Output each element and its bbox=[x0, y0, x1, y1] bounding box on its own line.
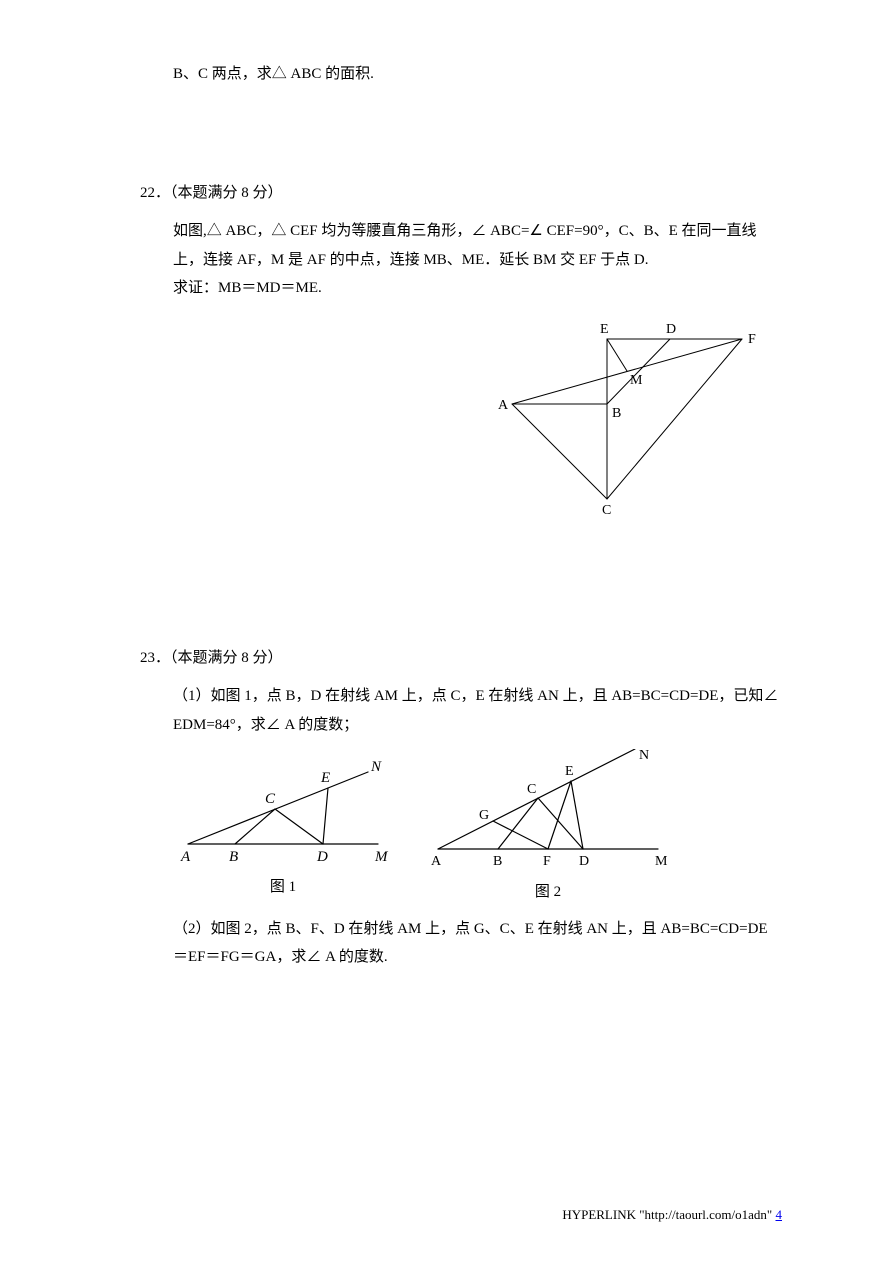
svg-text:C: C bbox=[602, 503, 611, 518]
q21-fragment: B、C 两点，求△ ABC 的面积. bbox=[140, 60, 782, 89]
svg-text:E: E bbox=[565, 764, 574, 779]
svg-text:F: F bbox=[543, 854, 551, 869]
svg-text:N: N bbox=[639, 749, 649, 763]
q23-head: 23．（本题满分 8 分） bbox=[140, 644, 782, 673]
svg-text:D: D bbox=[316, 849, 328, 865]
svg-text:A: A bbox=[498, 398, 509, 413]
q23-fig2-col: A B F D M G C E N 图 2 bbox=[423, 749, 673, 907]
q23-fig1-caption: 图 1 bbox=[270, 873, 296, 902]
q23-fig2-caption: 图 2 bbox=[535, 878, 561, 907]
q23-p2: （2）如图 2，点 B、F、D 在射线 AM 上，点 G、C、E 在射线 AN … bbox=[140, 915, 782, 972]
q22-figure-wrap: A B C E F D M bbox=[140, 309, 782, 524]
svg-text:E: E bbox=[320, 770, 330, 786]
svg-text:A: A bbox=[180, 849, 191, 865]
q23-head-text: 23．（本题满分 8 分） bbox=[140, 650, 283, 666]
q22-line1: 如图,△ ABC，△ CEF 均为等腰直角三角形，∠ ABC=∠ CEF=90°… bbox=[173, 217, 782, 274]
svg-text:D: D bbox=[666, 322, 676, 337]
spacer bbox=[140, 524, 782, 644]
svg-text:E: E bbox=[600, 322, 609, 337]
svg-text:F: F bbox=[748, 332, 756, 347]
footer-page-link[interactable]: 4 bbox=[776, 1207, 783, 1222]
svg-text:M: M bbox=[630, 373, 643, 388]
svg-text:D: D bbox=[579, 854, 589, 869]
q22-figure: A B C E F D M bbox=[492, 309, 772, 524]
q21-line: B、C 两点，求△ ABC 的面积. bbox=[173, 66, 374, 82]
page-footer: HYPERLINK "http://taourl.com/o1adn" 4 bbox=[562, 1203, 782, 1228]
svg-text:M: M bbox=[655, 854, 668, 869]
q22-head-text: 22．（本题满分 8 分） bbox=[140, 185, 283, 201]
spacer bbox=[140, 99, 782, 179]
q22-head: 22．（本题满分 8 分） bbox=[140, 179, 782, 208]
footer-prefix: HYPERLINK "http://taourl.com/o1adn" bbox=[562, 1207, 775, 1222]
svg-text:G: G bbox=[479, 808, 489, 823]
q23-fig1-col: A B D M C E N 图 1 bbox=[173, 749, 393, 907]
svg-text:M: M bbox=[374, 849, 389, 865]
q22-body: 如图,△ ABC，△ CEF 均为等腰直角三角形，∠ ABC=∠ CEF=90°… bbox=[140, 217, 782, 303]
svg-text:N: N bbox=[370, 759, 382, 775]
svg-text:B: B bbox=[229, 849, 238, 865]
q22-line2: 求证：MB＝MD＝ME. bbox=[173, 274, 782, 303]
q23-figures: A B D M C E N 图 1 A B F D M G C E N 图 2 bbox=[140, 749, 782, 907]
q23-figure1: A B D M C E N bbox=[173, 749, 393, 869]
page: B、C 两点，求△ ABC 的面积. 22．（本题满分 8 分） 如图,△ AB… bbox=[0, 0, 892, 1262]
q23-p1: （1）如图 1，点 B，D 在射线 AM 上，点 C，E 在射线 AN 上，且 … bbox=[140, 682, 782, 739]
svg-text:C: C bbox=[527, 782, 536, 797]
svg-text:C: C bbox=[265, 791, 276, 807]
svg-text:A: A bbox=[431, 854, 442, 869]
q23-figure2: A B F D M G C E N bbox=[423, 749, 673, 874]
svg-text:B: B bbox=[493, 854, 502, 869]
svg-text:B: B bbox=[612, 406, 621, 421]
